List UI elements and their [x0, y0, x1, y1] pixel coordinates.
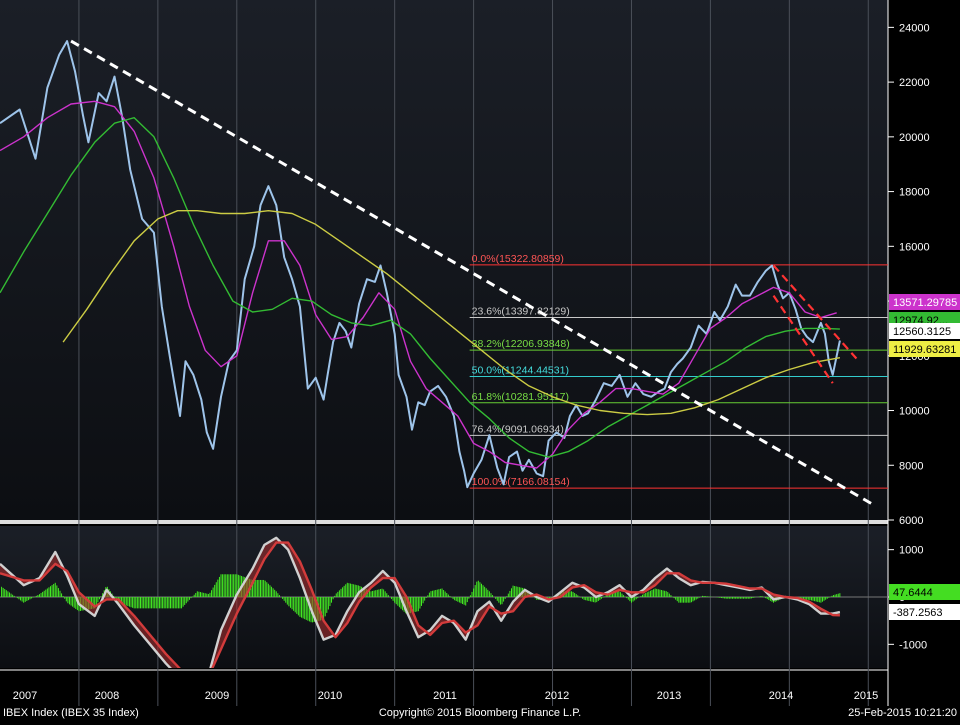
footer-left: IBEX Index (IBEX 35 Index)	[3, 707, 139, 719]
fib-level-label: 100.0%(7166.08154)	[472, 476, 570, 488]
value-tag-label: 13571.29785	[893, 297, 957, 309]
x-axis-label: 2014	[769, 690, 793, 702]
x-axis-label: 2007	[13, 690, 37, 702]
price-series-line	[0, 40, 841, 489]
footer-right: 25-Feb-2015 10:21:20	[848, 707, 957, 719]
value-tag-label: 12560.3125	[893, 326, 951, 338]
price-panel	[0, 0, 888, 522]
price-y-tick-label: 10000	[899, 406, 930, 418]
fib-level-label: 76.4%(9091.06934)	[472, 423, 564, 435]
oscillator-slow-line	[0, 541, 840, 668]
fib-level-label: 23.6%(13397.82129)	[472, 306, 570, 318]
x-axis-label: 2015	[854, 690, 878, 702]
price-y-tick-label: 16000	[899, 241, 930, 253]
value-tag-box	[889, 341, 960, 357]
footer-center: Copyright© 2015 Bloomberg Finance L.P.	[379, 707, 581, 719]
moving-average-line	[0, 100, 837, 469]
indicator-y-tick-label: 1000	[899, 545, 923, 557]
value-tag-box	[889, 323, 960, 339]
x-axis-label: 2012	[545, 690, 569, 702]
x-axis-label: 2009	[205, 690, 229, 702]
value-tag-label: -387.2563	[893, 607, 943, 619]
x-axis-label: 2010	[318, 690, 342, 702]
fib-level-label: 0.0%(15322.80859)	[472, 253, 564, 265]
value-tag-label: 47.6444	[893, 587, 933, 599]
main-downtrend-line	[70, 39, 877, 508]
value-tag-box	[889, 584, 960, 600]
moving-average-line	[0, 117, 840, 458]
price-y-tick-label: 8000	[899, 460, 923, 472]
price-y-tick-label: 24000	[899, 22, 930, 34]
value-tag-box	[889, 294, 960, 310]
fib-level-label: 50.0%(11244.44531)	[472, 364, 569, 376]
fib-level-label: 38.2%(12206.93848)	[472, 338, 570, 350]
price-y-tick-label: 20000	[899, 132, 930, 144]
value-tag-box	[889, 604, 960, 620]
x-axis-label: 2011	[433, 690, 457, 702]
x-axis-band	[0, 670, 888, 720]
value-tag-label: 11929.63281	[893, 344, 956, 356]
channel-upper-line	[772, 264, 858, 360]
x-axis-label: 2013	[657, 690, 681, 702]
price-y-tick-label: 18000	[899, 187, 930, 199]
x-axis-label: 2008	[95, 690, 119, 702]
channel-lower-line	[772, 294, 834, 384]
moving-average-line	[62, 210, 841, 416]
price-y-tick-label: 6000	[899, 515, 923, 527]
indicator-y-tick-label: -1000	[899, 639, 927, 651]
price-y-tick-label: 22000	[899, 77, 930, 89]
panel-divider	[0, 520, 888, 524]
